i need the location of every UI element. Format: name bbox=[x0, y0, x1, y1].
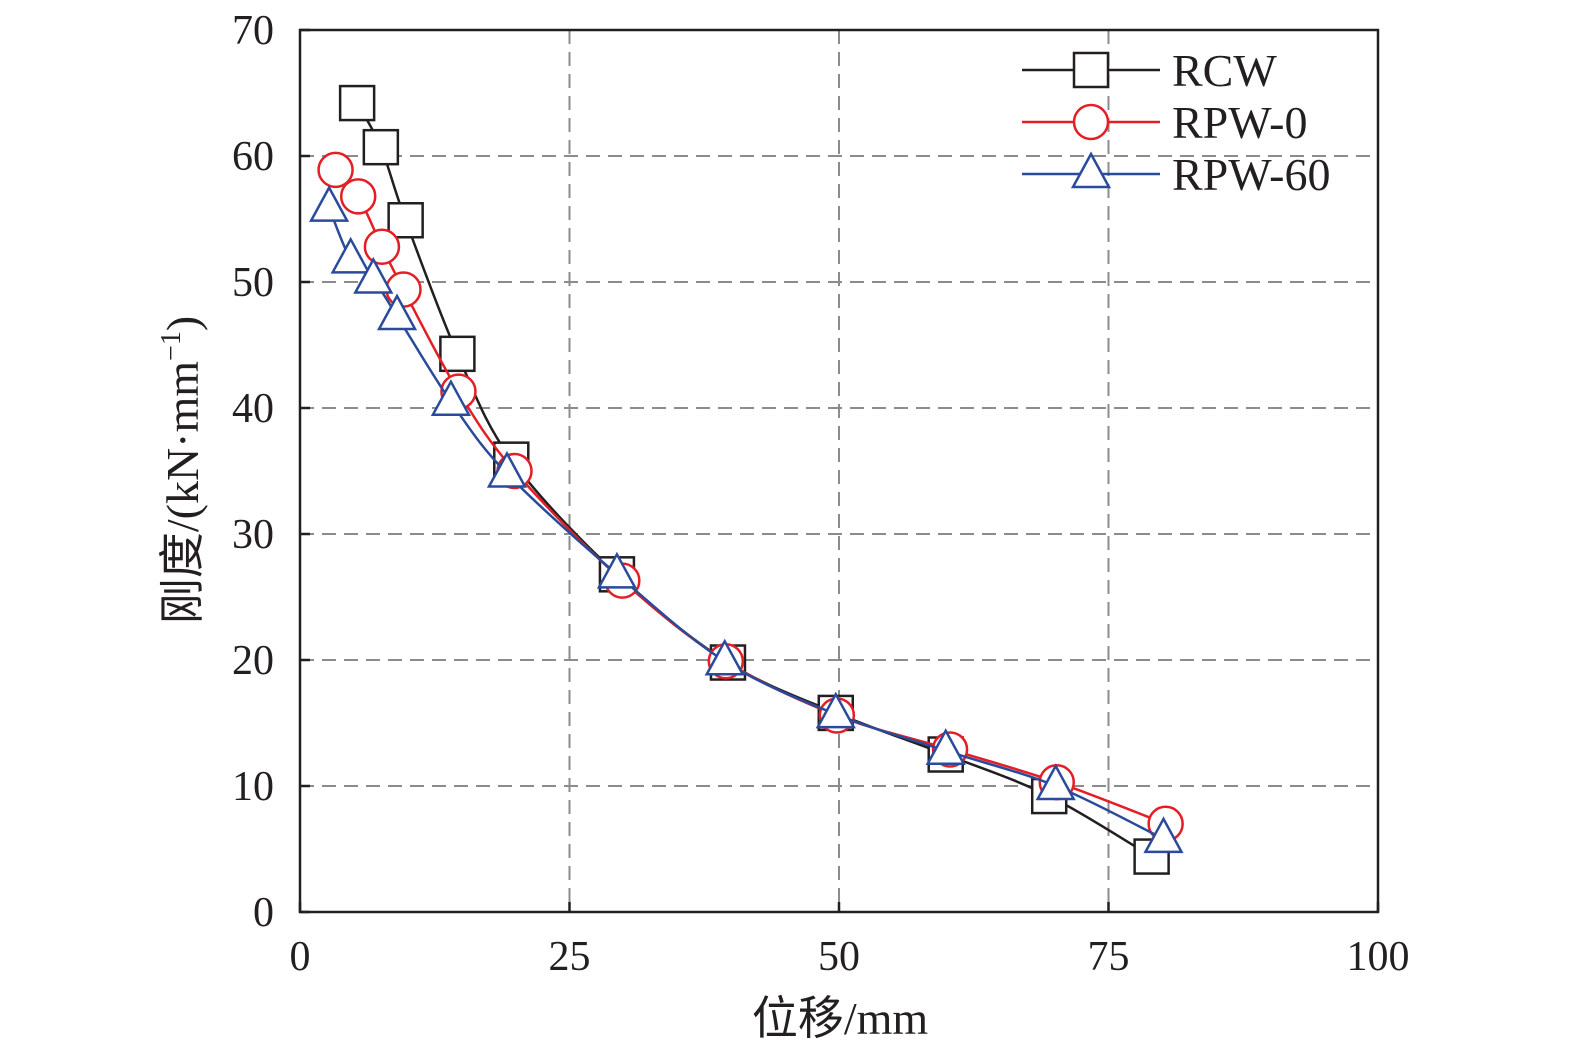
legend-marker-rpw-60 bbox=[1070, 151, 1112, 189]
legend-label-rcw: RCW bbox=[1172, 45, 1277, 96]
y-axis-title-exponent: −1 bbox=[156, 331, 187, 361]
data-point-rpw-60 bbox=[376, 293, 418, 331]
data-point-rpw-60 bbox=[1035, 763, 1076, 801]
data-point-rcw bbox=[439, 335, 476, 373]
data-point-rpw-60 bbox=[353, 256, 394, 294]
series-rpw-0 bbox=[317, 151, 1184, 843]
series-line-rcw bbox=[356, 102, 1153, 858]
series-rpw-60 bbox=[309, 185, 1184, 854]
data-point-rpw-60 bbox=[309, 185, 350, 222]
legend-marker-rpw-0 bbox=[1072, 103, 1110, 141]
legend-label-rpw-0: RPW-0 bbox=[1172, 97, 1307, 148]
data-point-rcw bbox=[362, 128, 400, 166]
legend-label-rpw-60: RPW-60 bbox=[1172, 149, 1330, 200]
series-line-rpw-0 bbox=[334, 169, 1167, 825]
x-tick-label: 75 bbox=[1088, 934, 1130, 980]
x-tick-label: 50 bbox=[818, 934, 860, 980]
series-line-rpw-60 bbox=[327, 207, 1165, 841]
x-tick-label: 0 bbox=[290, 934, 311, 980]
data-point-rpw-0 bbox=[317, 151, 354, 189]
legend-marker-rcw bbox=[1072, 51, 1110, 89]
grid bbox=[300, 30, 1378, 912]
x-tick-label: 25 bbox=[549, 934, 591, 980]
y-axis-title-close: ) bbox=[157, 316, 208, 331]
y-tick-label: 40 bbox=[232, 386, 274, 432]
series-rcw bbox=[338, 84, 1170, 875]
y-tick-label: 30 bbox=[232, 512, 274, 558]
data-point-rpw-60 bbox=[330, 236, 371, 274]
x-tick-label: 100 bbox=[1347, 934, 1410, 980]
data-point-rpw-60 bbox=[925, 728, 966, 765]
data-point-rcw bbox=[387, 202, 424, 239]
data-point-rpw-60 bbox=[430, 379, 472, 416]
x-axis-title: 位移/mm bbox=[752, 993, 929, 1044]
y-tick-label: 0 bbox=[253, 890, 274, 936]
series-group bbox=[309, 84, 1184, 875]
legend-item-rcw: RCW bbox=[1022, 45, 1277, 96]
y-tick-label: 20 bbox=[232, 638, 274, 684]
y-axis-title-main: 刚度/(kN·mm bbox=[157, 361, 208, 624]
data-point-rpw-60 bbox=[815, 691, 856, 729]
y-tick-label: 60 bbox=[232, 134, 274, 180]
data-point-rpw-0 bbox=[363, 228, 401, 265]
data-point-rpw-60 bbox=[486, 450, 528, 488]
y-tick-label: 50 bbox=[232, 260, 274, 306]
data-point-rpw-60 bbox=[596, 551, 638, 589]
y-tick-label: 10 bbox=[232, 764, 274, 810]
data-point-rpw-60 bbox=[1143, 816, 1184, 854]
legend-item-rpw-0: RPW-0 bbox=[1022, 97, 1307, 148]
legend-item-rpw-60: RPW-60 bbox=[1022, 149, 1330, 200]
axis-ticks: 0 25 50 75 100 0 10 20 30 40 50 60 70 bbox=[232, 8, 1410, 980]
data-point-rpw-0 bbox=[385, 271, 422, 308]
y-tick-label: 70 bbox=[232, 8, 274, 54]
data-point-rpw-0 bbox=[339, 178, 377, 215]
data-point-rcw bbox=[338, 84, 376, 122]
y-axis-title: 刚度/(kN·mm−1) bbox=[156, 316, 208, 624]
data-point-rpw-60 bbox=[704, 638, 745, 676]
